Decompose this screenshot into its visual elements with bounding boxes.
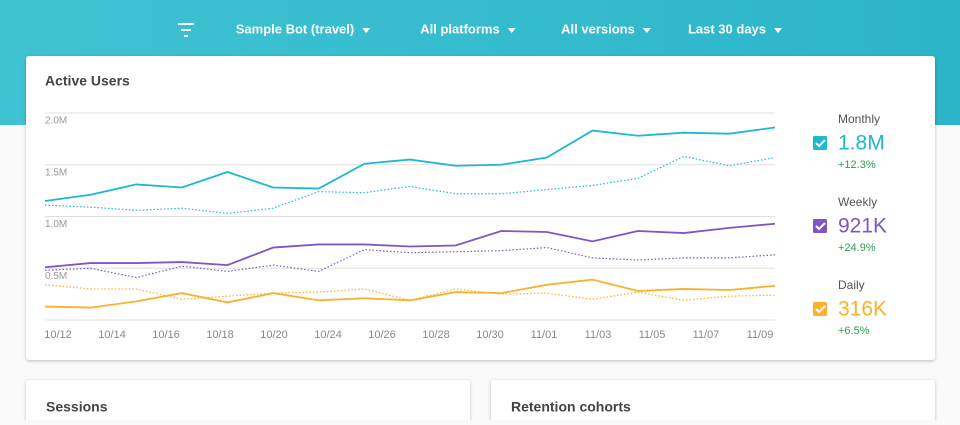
legend-label: Monthly [838,112,880,126]
checkbox-box [813,136,827,150]
legend-change: +6.5% [838,325,870,337]
x-tick-label: 10/18 [206,329,234,341]
legend-total: 921K [838,215,887,238]
legend-checkbox[interactable] [813,302,827,316]
x-tick-label: 11/01 [531,329,558,341]
x-tick-label: 10/14 [98,329,126,341]
y-tick-label: 0.5M [45,271,67,282]
x-tick-label: 11/09 [747,329,774,341]
x-tick-label: 10/16 [152,329,180,341]
x-tick-label: 11/05 [639,329,666,341]
dropdown-arrow [362,28,371,33]
card-title: Retention cohorts [511,399,631,415]
retention-card[interactable] [491,380,935,425]
checkbox-check [815,139,826,148]
y-tick-label: 2.0M [45,116,67,127]
y-tick-label: 1.0M [45,219,67,230]
checkbox-check [815,222,826,231]
sessions-card[interactable] [26,380,470,425]
legend-total: 316K [838,298,887,321]
active-users-card [26,56,935,360]
filter-dropdown[interactable]: Last 30 days [688,21,766,36]
checkbox-box [813,219,827,233]
x-tick-label: 10/28 [422,329,450,341]
previous-period-line [44,246,776,279]
y-tick-label: 1.5M [45,167,67,178]
filter-dropdown[interactable]: All versions [561,21,635,36]
series-line [44,278,776,309]
legend-checkbox[interactable] [813,219,827,233]
checkbox-box [813,302,827,316]
x-tick-label: 10/26 [368,329,396,341]
filter-dropdown[interactable]: All platforms [420,21,499,36]
legend-change: +12.3% [838,159,876,171]
series-line [44,126,776,202]
x-tick-label: 10/12 [44,329,72,341]
dropdown-arrow [507,28,516,33]
series-line [44,222,776,269]
legend-checkbox[interactable] [813,136,827,150]
x-tick-label: 10/30 [476,329,504,341]
filter-dropdown[interactable]: Sample Bot (travel) [236,21,354,36]
card-title: Sessions [46,399,108,415]
legend-total: 1.8M [838,132,885,155]
dropdown-arrow [774,28,783,33]
legend-label: Weekly [838,195,877,209]
x-tick-label: 11/07 [693,329,720,341]
legend-label: Daily [838,278,865,292]
x-tick-label: 11/03 [585,329,612,341]
dropdown-arrow [642,28,651,33]
x-tick-label: 10/24 [314,329,342,341]
x-tick-label: 10/20 [260,329,288,341]
checkbox-check [815,305,826,314]
filter-icon[interactable] [178,23,194,37]
chart-title: Active Users [45,73,130,89]
legend-change: +24.9% [838,242,876,254]
